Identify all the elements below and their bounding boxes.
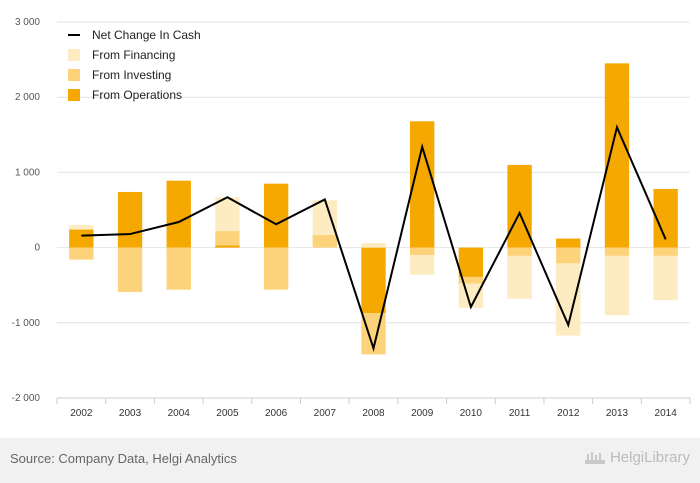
bar-segment [117,247,143,292]
bar-segment [458,247,484,277]
y-tick-label: -2 000 [12,393,41,404]
bar-segment [69,247,94,260]
x-tick-label: 2007 [314,408,337,419]
bar-segment [166,180,191,248]
y-tick-label: 1 000 [15,167,40,178]
legend-label: Net Change In Cash [92,28,201,42]
bar-segment [507,164,532,248]
x-tick-label: 2002 [70,408,93,419]
x-tick-label: 2012 [557,408,580,419]
legend-label: From Financing [92,48,175,62]
x-tick-label: 2006 [265,408,288,419]
bar-segment [653,255,678,301]
x-tick-label: 2014 [655,408,678,419]
legend-swatch [68,69,80,81]
bar-segment [215,231,240,246]
x-tick-label: 2008 [362,408,385,419]
bar-segment [361,243,386,248]
x-tick-label: 2003 [119,408,142,419]
bar-segment [653,247,678,256]
bar-segment [166,247,191,290]
y-tick-label: 3 000 [15,17,40,28]
chart-svg: -2 000 -1 000 0 1 000 2 000 3 000 2002 2003 2004… [12,17,691,419]
bar-segment [312,234,337,248]
bar-segment [312,200,337,235]
bar-segment [361,247,386,314]
legend-label: From Investing [92,68,171,82]
bar-segment [604,63,630,248]
bar-segment [556,238,581,248]
bar-segment [215,245,240,248]
x-tick-label: 2005 [216,408,239,419]
legend-swatch [68,49,80,61]
bar-segment [458,276,484,284]
y-tick-label: 0 [34,243,40,254]
footer: Source: Company Data, Helgi Analytics He… [0,438,700,483]
bar-segment [263,247,289,290]
brand-logo: HelgiLibrary [584,449,690,466]
x-tick-label: 2011 [509,408,531,419]
x-tick-label: 2013 [606,408,629,419]
bar-segment [556,247,581,264]
bar-segment [69,225,94,230]
y-tick-label: -1 000 [12,318,41,329]
net-change-line [81,124,667,353]
y-tick-label: 2 000 [15,92,40,103]
bar-segment [507,255,532,299]
x-tick-label: 2010 [460,408,483,419]
legend-label: From Operations [92,88,182,102]
bar-segment [69,229,94,248]
bar-segment [604,255,630,316]
bar-segment [263,183,289,248]
library-icon [584,451,605,464]
bar-segment [117,191,143,248]
bar-segment [507,247,532,256]
legend-swatch [68,89,80,101]
bar-segment [410,247,435,256]
source-text: Source: Company Data, Helgi Analytics [10,451,237,466]
bar-segment [410,255,435,275]
x-tick-label: 2004 [168,408,191,419]
x-tick-label: 2009 [411,408,434,419]
brand-text: HelgiLibrary [609,449,690,466]
bar-segment [604,247,630,256]
chart: -2 000 -1 000 0 1 000 2 000 3 000 2002 2003 2004… [12,17,691,419]
